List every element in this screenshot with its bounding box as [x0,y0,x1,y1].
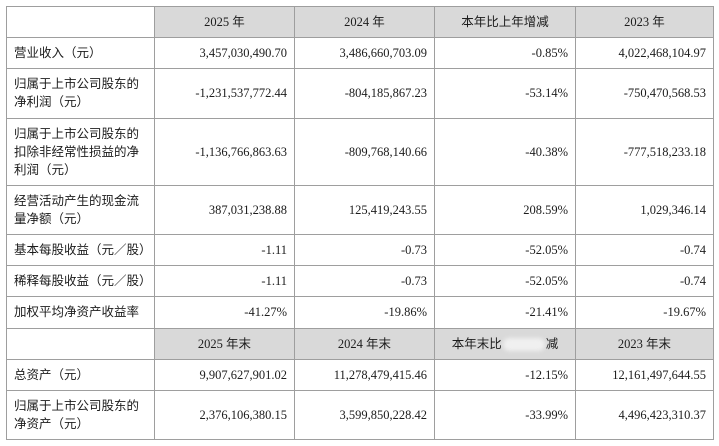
corner-cell [6,327,155,360]
cell-value: 3,457,030,490.70 [154,37,295,70]
cell-value: 12,161,497,644.55 [575,358,714,391]
financial-summary-table: 2025 年 2024 年 本年比上年增减 2023 年 营业收入（元） 3,4… [6,5,714,441]
cell-value: -12.15% [434,358,576,391]
cell-value: -53.14% [434,68,576,119]
table-row: 稀释每股收益（元／股） -1.11 -0.73 -52.05% -0.74 [6,265,714,298]
cell-value: 125,419,243.55 [294,184,435,236]
cell-value: -19.67% [575,296,714,329]
cell-value: -40.38% [434,117,576,186]
cell-value: -0.74 [575,234,714,267]
cell-value: -52.05% [434,265,576,298]
col-header-2025: 2025 年 [154,5,295,39]
cell-value: -0.73 [294,234,435,267]
table-row: 营业收入（元） 3,457,030,490.70 3,486,660,703.0… [6,37,714,70]
cell-value: -0.74 [575,265,714,298]
cell-value: -1.11 [154,234,295,267]
cell-value: 1,029,346.14 [575,184,714,236]
cell-value: -750,470,568.53 [575,68,714,119]
table-row: 归属于上市公司股东的净资产（元） 2,376,106,380.15 3,599,… [6,389,714,441]
cell-value: -1,231,537,772.44 [154,68,295,119]
row-label: 归属于上市公司股东的净资产（元） [6,389,155,441]
cell-value: -52.05% [434,234,576,267]
cell-value: -0.73 [294,265,435,298]
row-label: 加权平均净资产收益率 [6,296,155,329]
cell-value: -777,518,233.18 [575,117,714,186]
row-label: 经营活动产生的现金流量净额（元） [6,184,155,236]
cell-value: 387,031,238.88 [154,184,295,236]
col-header-2023: 2023 年 [575,5,714,39]
header-text-suffix: 减 [545,336,559,351]
col-header-yoy-change: 本年比上年增减 [434,5,576,39]
cell-value: 4,496,423,310.37 [575,389,714,441]
table-row: 加权平均净资产收益率 -41.27% -19.86% -21.41% -19.6… [6,296,714,329]
corner-cell [6,5,155,39]
cell-value: -809,768,140.66 [294,117,435,186]
row-label: 总资产（元） [6,358,155,391]
cell-value: 3,486,660,703.09 [294,37,435,70]
cell-value: 9,907,627,901.02 [154,358,295,391]
cell-value: -41.27% [154,296,295,329]
cell-value: -33.99% [434,389,576,441]
cell-value: 2,376,106,380.15 [154,389,295,441]
cell-value: 11,278,479,415.46 [294,358,435,391]
col-header-2025-end: 2025 年末 [154,327,295,360]
col-header-2024: 2024 年 [294,5,435,39]
cell-value: 208.59% [434,184,576,236]
row-label: 归属于上市公司股东的净利润（元） [6,68,155,119]
redaction-blob [502,338,545,352]
row-label: 归属于上市公司股东的扣除非经常性损益的净利润（元） [6,117,155,186]
header-row-period-end: 2025 年末 2024 年末 本年末比 减 2023 年末 [6,327,714,360]
row-label: 营业收入（元） [6,37,155,70]
cell-value: -1,136,766,863.63 [154,117,295,186]
col-header-end-change: 本年末比 减 [434,327,576,360]
table-row: 归属于上市公司股东的扣除非经常性损益的净利润（元） -1,136,766,863… [6,117,714,186]
header-row-annual: 2025 年 2024 年 本年比上年增减 2023 年 [6,5,714,39]
table-row: 总资产（元） 9,907,627,901.02 11,278,479,415.4… [6,358,714,391]
row-label: 稀释每股收益（元／股） [6,265,155,298]
col-header-2023-end: 2023 年末 [575,327,714,360]
header-text-prefix: 本年末比 [451,336,502,351]
cell-value: 3,599,850,228.42 [294,389,435,441]
cell-value: -1.11 [154,265,295,298]
cell-value: -19.86% [294,296,435,329]
table-row: 经营活动产生的现金流量净额（元） 387,031,238.88 125,419,… [6,184,714,236]
table-row: 基本每股收益（元／股） -1.11 -0.73 -52.05% -0.74 [6,234,714,267]
cell-value: -804,185,867.23 [294,68,435,119]
row-label: 基本每股收益（元／股） [6,234,155,267]
table-row: 归属于上市公司股东的净利润（元） -1,231,537,772.44 -804,… [6,68,714,119]
cell-value: -0.85% [434,37,576,70]
cell-value: 4,022,468,104.97 [575,37,714,70]
col-header-2024-end: 2024 年末 [294,327,435,360]
cell-value: -21.41% [434,296,576,329]
